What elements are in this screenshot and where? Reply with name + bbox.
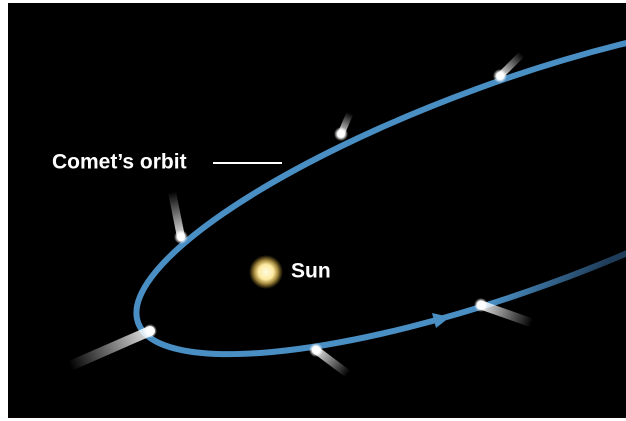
comet [309, 343, 323, 357]
comet [334, 127, 348, 141]
direction-arrow [432, 313, 450, 328]
sun [249, 255, 283, 289]
comet [143, 324, 157, 338]
comet [174, 230, 188, 244]
sun-label: Sun [291, 260, 331, 283]
orbit [133, 14, 626, 358]
comet [474, 298, 488, 312]
comets [65, 50, 537, 378]
comet-tail [168, 188, 185, 241]
orbit-label: Comet’s orbit [52, 151, 187, 174]
comet-tail [65, 326, 155, 371]
comet [493, 69, 507, 83]
comet-tail [476, 300, 537, 328]
